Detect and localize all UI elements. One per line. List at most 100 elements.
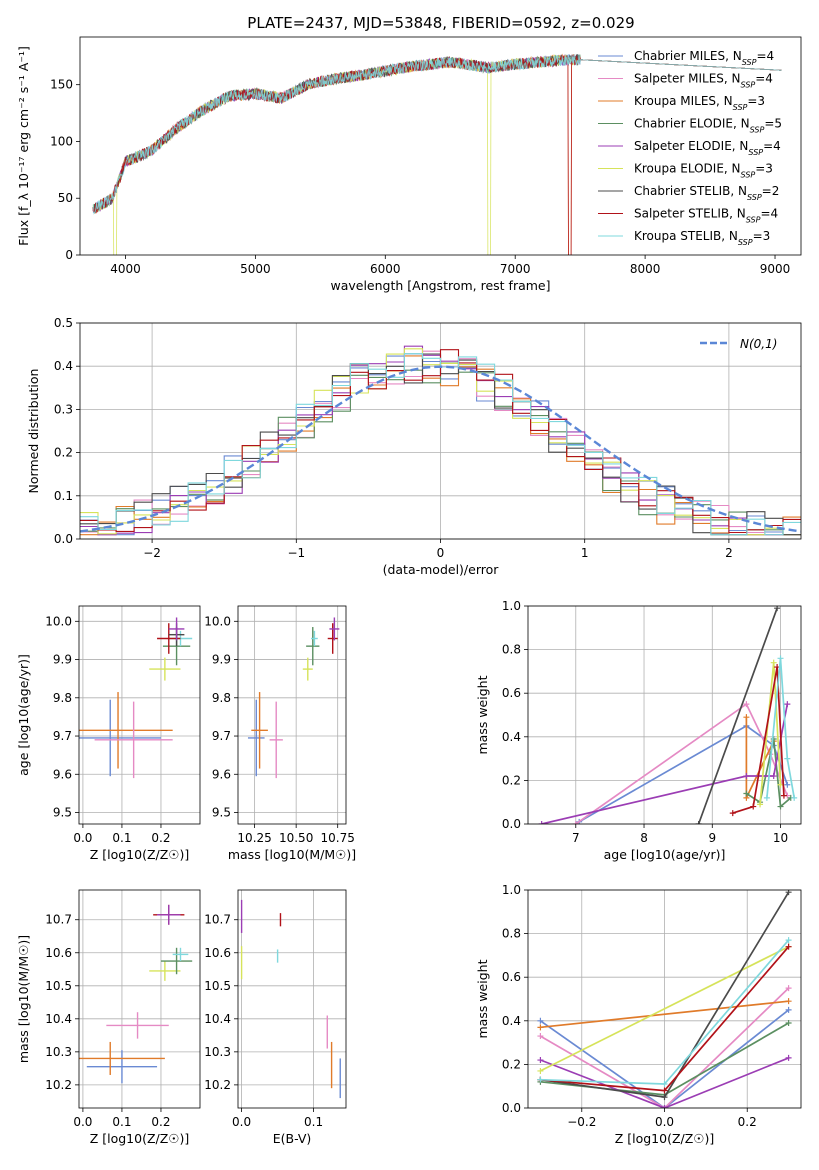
x-tick-label: 1 (581, 546, 589, 560)
histogram-4 (80, 345, 801, 536)
y-tick-label: 0.8 (502, 927, 521, 941)
y-tick-label: 0.4 (54, 359, 73, 373)
weight-line-1 (539, 987, 790, 1108)
weight-line-8 (766, 658, 796, 798)
spectrum-line-8 (92, 54, 782, 215)
y-tick-label: 0.3 (54, 402, 73, 416)
y-tick-label: 0.2 (502, 1057, 521, 1071)
weight-marker-0 (785, 1006, 792, 1013)
weight-marker-2 (785, 998, 792, 1005)
y-tick-label: 0.2 (54, 446, 73, 460)
plot-content (79, 617, 193, 779)
x-tick-label: 10.25 (237, 831, 271, 845)
x-tick-label: −1 (287, 546, 305, 560)
weight-marker-7 (661, 1087, 668, 1094)
weight-marker-2 (537, 1024, 544, 1031)
legend-entry-5: Kroupa ELODIE, NSSP=3 (634, 162, 773, 180)
legend-entry-2: Kroupa MILES, NSSP=3 (634, 94, 765, 112)
y-tick-label: 0.5 (54, 316, 73, 330)
x-tick-label: 0.2 (151, 831, 170, 845)
weight-marker-8 (791, 794, 798, 801)
x-axis-label: E(B-V) (273, 1131, 312, 1146)
x-tick-label: 2 (725, 546, 733, 560)
x-tick-label: −0.2 (567, 1115, 596, 1129)
y-tick-label: 9.6 (53, 767, 72, 781)
weight-line-1 (575, 702, 789, 824)
weight-marker-7 (780, 792, 787, 799)
weight-line-2 (540, 1000, 789, 1029)
x-tick-label: 9 (708, 831, 716, 845)
weight-line-5 (540, 945, 789, 1072)
weight-marker-6 (695, 821, 702, 824)
plot-content (537, 890, 792, 1108)
axes-frame (527, 605, 802, 825)
y-axis-label: mass [log10(M/M☉)] (16, 935, 31, 1063)
y-tick-label: 10.7 (45, 913, 72, 927)
y-tick-label: 150 (50, 78, 73, 92)
y-tick-label: 0.2 (502, 773, 521, 787)
x-tick-label: 10.50 (279, 831, 313, 845)
weight-marker-3 (770, 735, 777, 742)
weight-marker-4 (770, 773, 777, 780)
weight-marker-3 (785, 1019, 792, 1026)
weight-marker-4 (661, 1105, 668, 1108)
weight-line-7 (732, 666, 785, 814)
weight-marker-8 (785, 937, 792, 944)
plot-content (247, 617, 340, 779)
y-tick-label: 9.5 (212, 806, 231, 820)
x-tick-label: 8 (640, 831, 648, 845)
axes-frame (237, 889, 347, 1109)
y-tick-label: 0.8 (502, 643, 521, 657)
weight-marker-8 (537, 1076, 544, 1083)
x-axis-label: Z [log10(Z/Z☉)] (615, 1131, 715, 1146)
histogram-8 (80, 353, 801, 536)
x-tick-label: 0.0 (73, 1115, 92, 1129)
weight-marker-0 (537, 1017, 544, 1024)
y-tick-label: 10.4 (45, 1012, 72, 1026)
y-axis-label: mass weight (475, 675, 490, 754)
legend-entry-3: Chabrier ELODIE, NSSP=5 (634, 117, 782, 135)
weight-marker-8 (763, 794, 770, 801)
axes-frame (78, 889, 201, 1109)
weight-marker-1 (572, 821, 579, 824)
x-axis-label: Z [log10(Z/Z☉)] (90, 1131, 190, 1146)
x-tick-label: 7000 (500, 262, 531, 276)
weight-marker-7 (750, 803, 757, 810)
y-tick-label: 10.7 (204, 913, 231, 927)
weight-marker-4 (743, 773, 750, 780)
panel-2: 0.0 0.1 0.2 9.5 9.6 9.7 9.8 9.9 10.0 Z [log10(Z/Z… (16, 605, 201, 862)
panel-5: 0.0 0.1 0.2 10.2 10.3 10.4 10.5 10.6 10.7 Z [log1… (16, 889, 201, 1146)
weight-marker-2 (743, 714, 750, 721)
y-tick-label: 0.4 (502, 730, 521, 744)
weight-line-4 (540, 1057, 789, 1108)
x-tick-label: −2 (143, 546, 161, 560)
x-tick-label: 0 (437, 546, 445, 560)
y-tick-label: 9.9 (53, 653, 72, 667)
y-tick-label: 9.8 (53, 691, 72, 705)
axes-frame (79, 36, 802, 256)
plots-layer: 4000 5000 6000 7000 8000 9000050100150wavelen… (16, 36, 802, 1146)
x-axis-label: mass [log10(M/M☉)] (228, 847, 356, 862)
y-tick-label: 9.5 (53, 806, 72, 820)
x-axis-label: wavelength [Angstrom, rest frame] (330, 278, 550, 293)
plot-content (92, 53, 782, 255)
legend-entry-4: Salpeter ELODIE, NSSP=4 (634, 139, 781, 157)
weight-line-0 (578, 724, 789, 823)
weight-marker-4 (785, 1054, 792, 1061)
y-tick-label: 9.6 (212, 767, 231, 781)
y-tick-label: 0.0 (502, 1101, 521, 1115)
weight-marker-1 (537, 1033, 544, 1040)
histogram-2 (80, 355, 801, 536)
x-tick-label: 5000 (240, 262, 271, 276)
y-tick-label: 10.5 (45, 979, 72, 993)
y-axis-label: mass weight (475, 959, 490, 1038)
y-tick-label: 0.1 (54, 489, 73, 503)
weight-marker-7 (785, 943, 792, 950)
x-tick-label: 0.0 (73, 831, 92, 845)
y-tick-label: 10.6 (45, 946, 72, 960)
x-axis-label: age [log10(age/yr)] (604, 847, 726, 862)
legend-entry-6: Chabrier STELIB, NSSP=2 (634, 184, 779, 202)
weight-marker-8 (777, 655, 784, 662)
weight-marker-1 (743, 701, 750, 708)
y-axis-label: Normed distribution (26, 369, 41, 494)
